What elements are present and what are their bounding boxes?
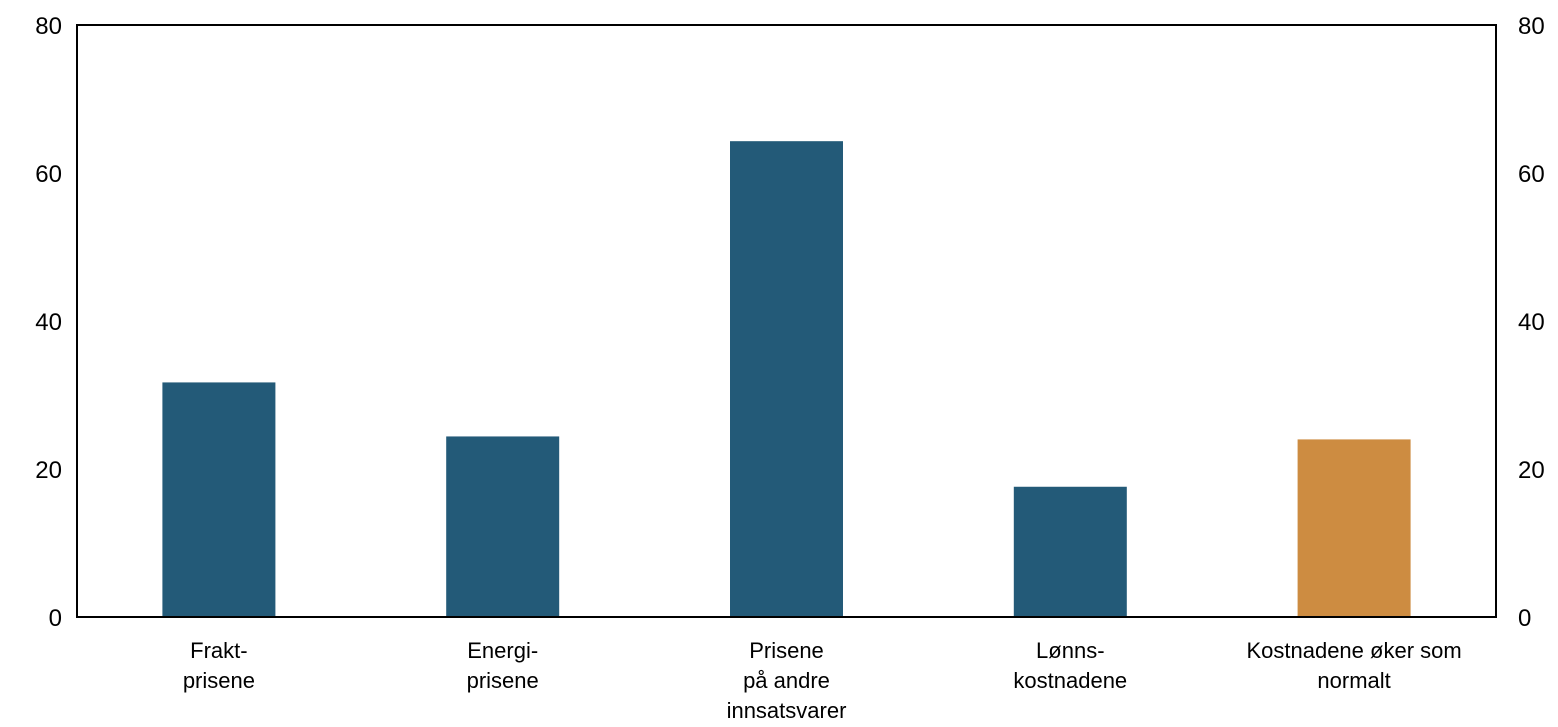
bar-3 (730, 141, 843, 617)
category-label-line: normalt (1317, 668, 1390, 693)
category-label-line: kostnadene (1013, 668, 1127, 693)
category-label-line: innsatsvarer (727, 698, 847, 723)
y-tick-right: 40 (1518, 309, 1545, 336)
y-tick-left: 60 (35, 161, 62, 188)
y-tick-right: 60 (1518, 161, 1545, 188)
bars-group (162, 141, 1411, 617)
bar-5 (1297, 439, 1411, 617)
y-tick-left: 80 (35, 13, 62, 40)
category-label-line: prisene (183, 668, 255, 693)
category-label-1: Frakt-prisene (183, 638, 255, 693)
category-label-3: Prisene på andre innsatsvarer (727, 638, 847, 723)
left-y-axis: 0 20 40 60 80 (35, 13, 62, 632)
bar-2 (446, 436, 560, 617)
y-tick-right: 0 (1518, 605, 1531, 632)
category-label-line: Energi- (467, 638, 538, 663)
category-label-5: Kostnadene øker som normalt (1246, 638, 1461, 693)
category-label-line: Kostnadene øker som (1246, 638, 1461, 663)
category-label-4: Lønns-kostnadene (1013, 638, 1127, 693)
bar-4 (1013, 486, 1127, 617)
category-label-line: Prisene (749, 638, 824, 663)
category-label-line: Frakt- (190, 638, 247, 663)
plot-frame (76, 24, 1497, 618)
y-tick-left: 20 (35, 457, 62, 484)
right-y-axis: 0 20 40 60 80 (1518, 13, 1545, 632)
y-tick-left: 0 (49, 605, 62, 632)
bar-1 (162, 382, 276, 617)
y-tick-right: 80 (1518, 13, 1545, 40)
category-label-line: på andre (743, 668, 830, 693)
y-tick-right: 20 (1518, 457, 1545, 484)
category-label-line: Lønns- (1036, 638, 1104, 663)
category-label-2: Energi-prisene (467, 638, 539, 693)
category-label-line: prisene (467, 668, 539, 693)
y-tick-left: 40 (35, 309, 62, 336)
